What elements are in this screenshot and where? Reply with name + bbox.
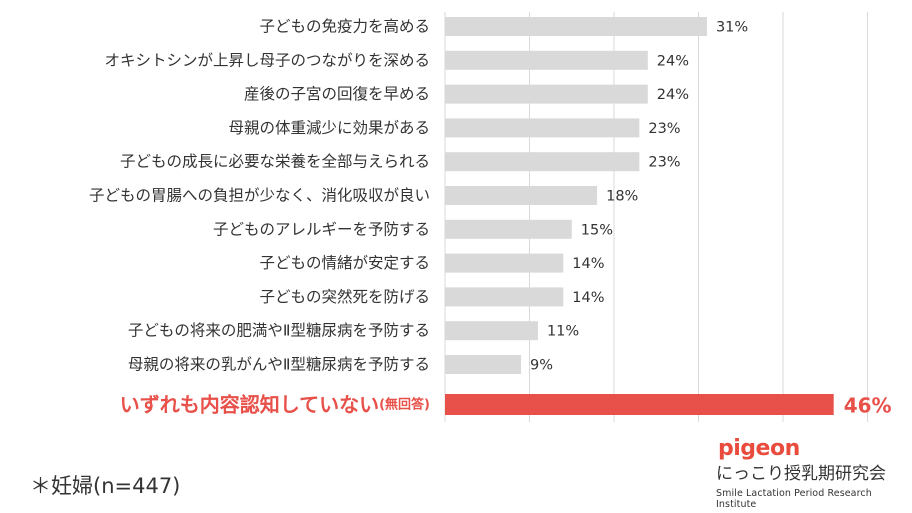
value-label: 11% <box>547 324 579 340</box>
value-label: 14% <box>572 290 604 306</box>
category-label-suffix: (無回答) <box>379 396 430 412</box>
bar <box>445 355 522 374</box>
brand-wordmark: pigeon <box>718 436 800 461</box>
pigeon-logo: pigeon にっこり授乳期研究会 Smile Lactation Period… <box>716 436 912 511</box>
bar <box>445 17 707 36</box>
category-label: オキシトシンが上昇し母子のつながりを深める <box>104 51 430 69</box>
value-label: 9% <box>530 358 553 374</box>
bar <box>445 84 648 104</box>
bar <box>445 118 640 138</box>
value-label: 24% <box>657 53 689 69</box>
bar <box>445 321 538 341</box>
value-label: 23% <box>648 155 680 171</box>
category-label: 母親の将来の乳がんやⅡ型糖尿病を予防する <box>128 356 430 374</box>
category-label: 子どもの情緒が安定する <box>259 254 430 272</box>
institute-name-en: Smile Lactation Period Research Institut… <box>716 488 872 510</box>
value-label: 31% <box>716 20 748 36</box>
bar <box>445 287 564 307</box>
value-label: 15% <box>581 222 613 238</box>
value-label: 14% <box>572 256 604 272</box>
bars-layer <box>445 17 834 415</box>
category-label: 子どものアレルギーを予防する <box>213 220 430 238</box>
bar <box>445 253 564 273</box>
labels-layer: 子どもの免疫力を高める 31% オキシトシンが上昇し母子のつながりを深める 24% 産後… <box>89 18 892 418</box>
category-label: 子どもの将来の肥満やⅡ型糖尿病を予防する <box>128 322 430 340</box>
bar <box>445 186 598 205</box>
bar <box>445 50 648 70</box>
bar-highlight <box>445 394 834 415</box>
bar <box>445 152 640 172</box>
sample-size-note: ＊妊婦(n=447) <box>30 474 181 498</box>
category-label: 子どもの突然死を防げる <box>259 288 430 306</box>
bar <box>445 219 572 239</box>
category-label: 子どもの免疫力を高める <box>259 18 430 36</box>
value-label: 23% <box>648 121 680 137</box>
category-label: いずれも内容認知していない(無回答) <box>120 393 430 417</box>
category-label: 産後の子宮の回復を早める <box>244 85 430 103</box>
category-label: 子どもの胃腸への負担が少なく、消化吸収が良い <box>89 187 430 205</box>
grid-layer <box>444 12 868 422</box>
value-label: 46% <box>844 394 892 418</box>
category-label: 母親の体重減少に効果がある <box>228 119 430 137</box>
category-label: 子どもの成長に必要な栄養を全部与えられる <box>120 153 430 171</box>
value-label: 18% <box>606 189 638 205</box>
institute-name-jp: にっこり授乳期研究会 <box>716 464 886 484</box>
bar-chart: 子どもの免疫力を高める 31% オキシトシンが上昇し母子のつながりを深める 24% 産後… <box>89 12 892 422</box>
value-label: 24% <box>657 87 689 103</box>
